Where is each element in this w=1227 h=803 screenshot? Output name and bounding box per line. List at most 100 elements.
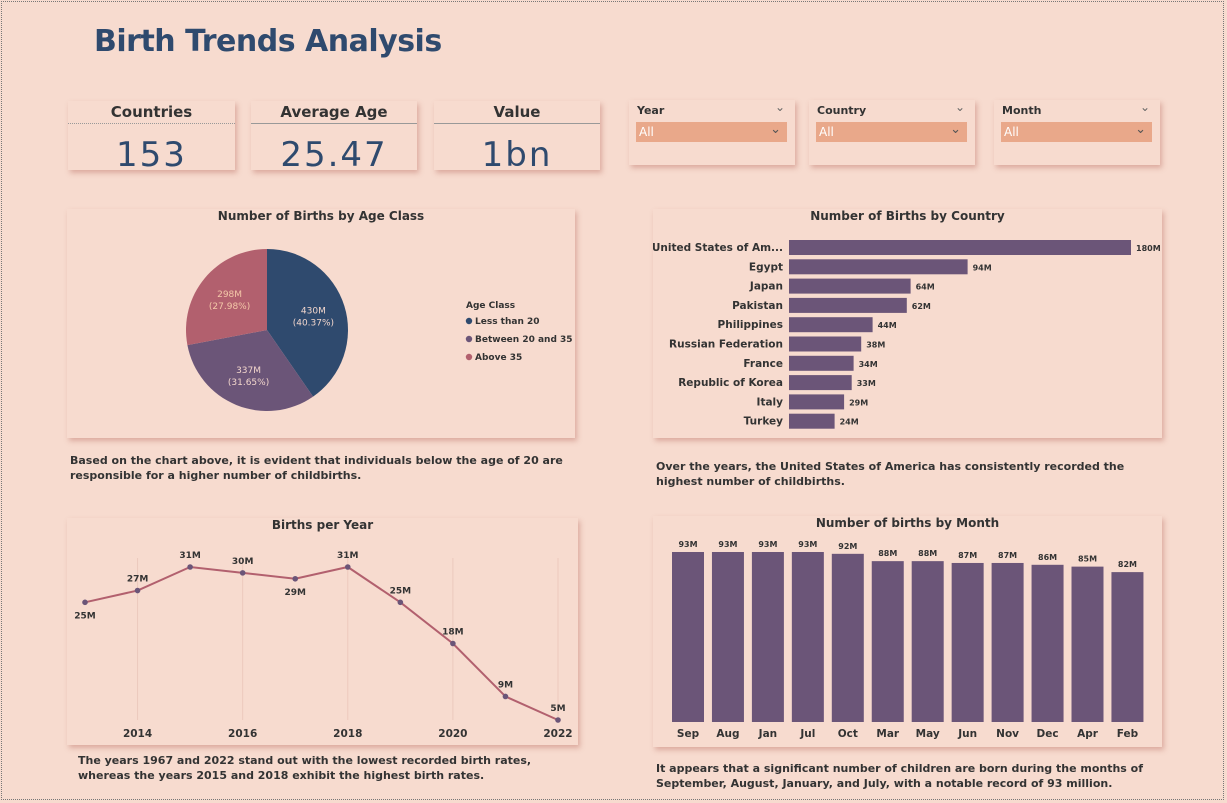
chevron-down-icon[interactable]: ⌄: [950, 122, 961, 137]
year-chart-card[interactable]: Births per Year 2014 2016 2018 2020 2022 25M 2…: [67, 518, 578, 745]
chart-title: Number of Births by Country: [810, 209, 1005, 223]
age-class-note: Based on the chart above, it is evident …: [70, 454, 563, 482]
month-note: It appears that a significant number of …: [656, 762, 1144, 790]
pie-slice-0[interactable]: [267, 249, 349, 397]
line-point[interactable]: [450, 640, 456, 647]
country-bar[interactable]: [789, 240, 1131, 255]
line-value-label: 25M: [390, 586, 412, 596]
kpi-card-value[interactable]: Value 1bn: [434, 101, 600, 175]
country-label: United States of Am...: [653, 242, 783, 254]
country-value-label: 64M: [916, 283, 935, 292]
country-label: Japan: [749, 281, 783, 293]
line-value-label: 5M: [550, 704, 565, 714]
month-bar[interactable]: [1111, 572, 1144, 722]
month-x-tick: Nov: [996, 728, 1019, 740]
line-x-tick: 2022: [543, 728, 572, 740]
month-bar[interactable]: [672, 552, 704, 722]
kpi-value: 1bn: [481, 135, 553, 175]
month-value-label: 87M: [998, 551, 1017, 560]
line-point[interactable]: [187, 564, 193, 570]
month-value-label: 93M: [758, 540, 777, 549]
slicer-label: Month: [1002, 104, 1042, 117]
kpi-value: 153: [116, 135, 187, 175]
country-bar[interactable]: [789, 336, 862, 352]
kpi-label: Countries: [110, 103, 193, 121]
chevron-down-icon[interactable]: ⌄: [774, 100, 785, 114]
pie-legend-title: Age Class: [466, 301, 515, 311]
line-point[interactable]: [397, 599, 404, 606]
line-value-label: 30M: [232, 557, 254, 567]
slicer-country[interactable]: Country ⌄ All ⌄: [809, 100, 975, 165]
line-value-label: 27M: [127, 575, 149, 585]
age-class-chart-card[interactable]: Number of Births by Age Class 430M (40.37…: [67, 209, 575, 438]
country-dropdown[interactable]: All ⌄: [816, 122, 967, 142]
pie-legend-marker: [465, 335, 473, 343]
month-bar[interactable]: [871, 561, 904, 722]
month-bar[interactable]: [751, 552, 784, 722]
country-chart-card[interactable]: Number of Births by Country United State…: [653, 209, 1162, 438]
country-bar[interactable]: [789, 375, 852, 391]
pie-slice-value-label: 337M: [236, 366, 261, 376]
chart-title: Births per Year: [271, 518, 374, 532]
month-bar-chart: 93M Sep 93M Aug 93M Jan 93M Jul 92M Oct 88M Mar 88M M…: [672, 540, 1144, 740]
line-point[interactable]: [239, 570, 246, 576]
line-point[interactable]: [292, 575, 299, 582]
line-value-label: 29M: [284, 588, 306, 598]
kpi-card-countries[interactable]: Countries 153: [68, 101, 235, 175]
line-point[interactable]: [555, 717, 561, 723]
pie-legend-entry: Above 35: [475, 353, 522, 363]
country-bar[interactable]: [789, 259, 968, 275]
country-bar[interactable]: [789, 317, 873, 333]
country-bar[interactable]: [789, 278, 911, 294]
month-bar[interactable]: [711, 552, 744, 722]
country-value-label: 24M: [840, 418, 859, 427]
pie-slice-pct-label: (40.37%): [293, 319, 334, 329]
dropdown-value: All: [819, 125, 834, 139]
month-x-tick: Aug: [716, 728, 739, 740]
line-point[interactable]: [344, 564, 351, 570]
month-dropdown[interactable]: All ⌄: [1001, 122, 1152, 142]
slicer-year[interactable]: Year ⌄ All ⌄: [629, 100, 795, 165]
year-note: The years 1967 and 2022 stand out with t…: [78, 754, 532, 782]
country-value-label: 34M: [859, 360, 878, 369]
pie-legend-marker: [465, 353, 473, 361]
month-value-label: 93M: [678, 540, 697, 549]
chevron-down-icon[interactable]: ⌄: [1139, 100, 1150, 114]
chevron-down-icon[interactable]: ⌄: [1135, 122, 1146, 137]
country-value-label: 94M: [973, 263, 992, 272]
month-x-tick: Apr: [1077, 728, 1099, 740]
country-value-label: 180M: [1136, 244, 1161, 253]
month-bar[interactable]: [1071, 566, 1104, 722]
pie-slice-2[interactable]: [186, 249, 267, 346]
country-bar[interactable]: [789, 355, 854, 371]
line-value-label: 25M: [74, 611, 96, 621]
month-bar[interactable]: [831, 553, 864, 722]
country-bar[interactable]: [789, 297, 907, 313]
country-label: Italy: [757, 396, 784, 408]
country-bar[interactable]: [789, 394, 845, 410]
month-value-label: 93M: [798, 540, 817, 549]
country-bar[interactable]: [789, 413, 835, 429]
country-label: France: [743, 358, 783, 370]
line-point[interactable]: [502, 693, 509, 700]
kpi-divider: [68, 123, 235, 124]
line-point[interactable]: [134, 587, 141, 594]
month-bar[interactable]: [791, 552, 824, 722]
line-value-label: 31M: [337, 551, 359, 561]
month-bar[interactable]: [1031, 564, 1064, 722]
line-point[interactable]: [82, 599, 88, 606]
month-value-label: 88M: [878, 549, 897, 558]
pie-slice-1[interactable]: [187, 330, 314, 411]
kpi-card-average-age[interactable]: Average Age 25.47: [251, 101, 417, 175]
month-bar[interactable]: [991, 562, 1024, 722]
month-chart-card[interactable]: Number of births by Month 93M Sep 93M Aug 93…: [653, 516, 1162, 747]
slicer-month[interactable]: Month ⌄ All ⌄: [994, 100, 1160, 165]
pie-slice-value-label: 298M: [217, 290, 242, 300]
year-dropdown[interactable]: All ⌄: [636, 122, 787, 142]
chevron-down-icon[interactable]: ⌄: [954, 100, 965, 114]
slicer-label: Country: [817, 104, 867, 117]
chevron-down-icon[interactable]: ⌄: [770, 122, 781, 137]
month-bar[interactable]: [911, 561, 944, 722]
line-value-label: 18M: [442, 628, 464, 638]
month-bar[interactable]: [951, 562, 984, 722]
